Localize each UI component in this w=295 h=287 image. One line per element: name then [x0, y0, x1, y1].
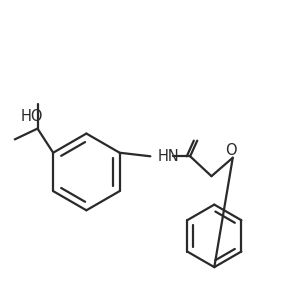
Text: HN: HN — [158, 149, 179, 164]
Text: O: O — [226, 143, 237, 158]
Text: HO: HO — [21, 109, 44, 124]
